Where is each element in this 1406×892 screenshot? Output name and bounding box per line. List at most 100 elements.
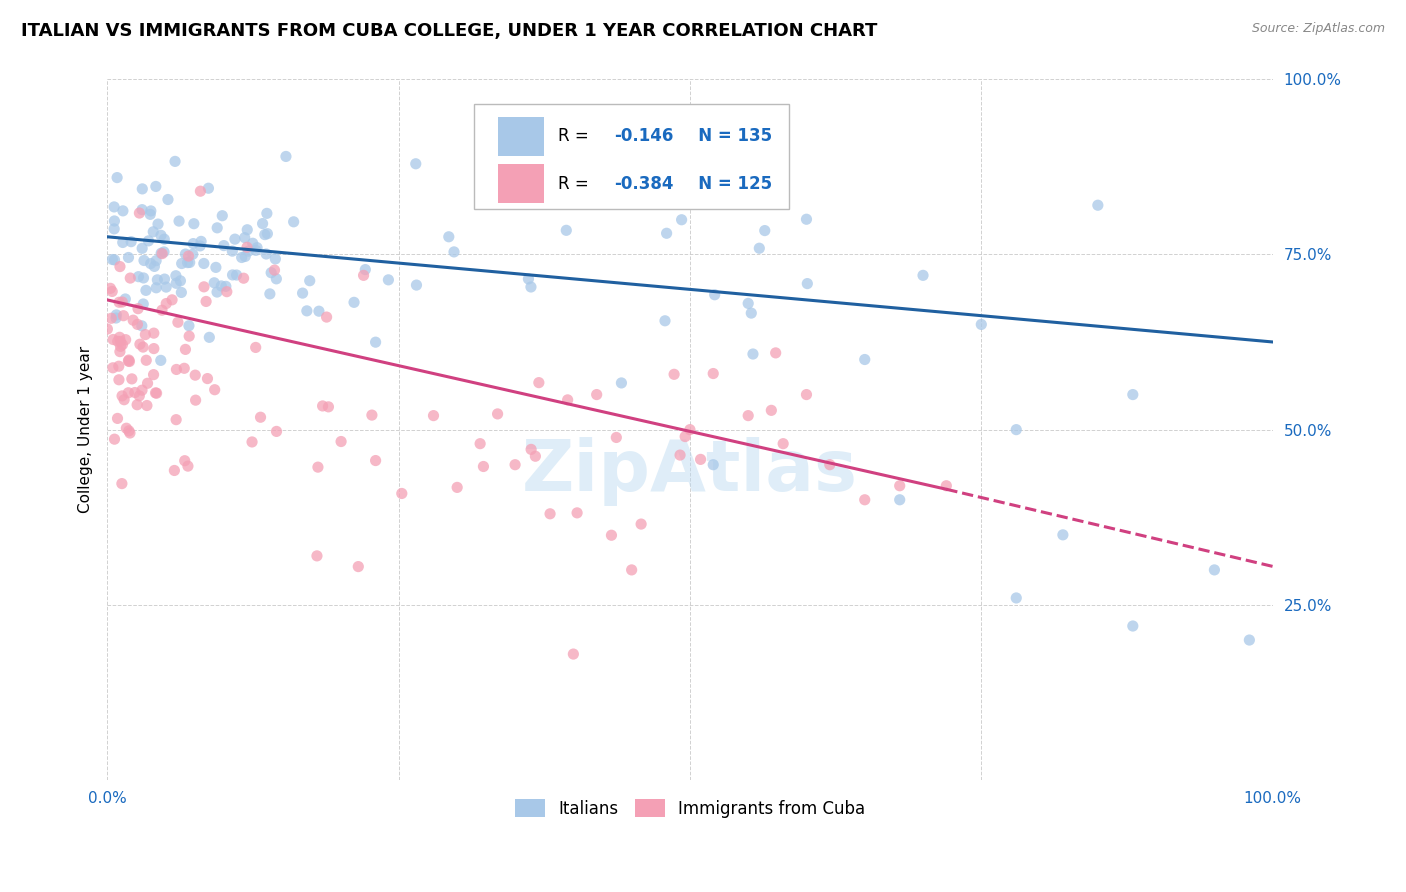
Point [184,393,207,408]
Point [240,434,263,449]
Point [796,387,818,401]
Point [1087,198,1109,212]
Point [209,279,232,293]
Point [127,398,149,412]
Point [565,506,588,520]
Point [120,271,142,285]
Point [132,340,155,354]
Legend: Italians, Immigrants from Cuba: Italians, Immigrants from Cuba [508,793,872,824]
Point [128,206,150,220]
Point [117,354,139,368]
Point [737,296,759,310]
Point [142,342,165,356]
Point [139,257,162,271]
Point [153,272,176,286]
Point [527,376,550,390]
Point [221,268,243,282]
Point [110,334,132,349]
Point [256,206,278,220]
Point [153,244,176,259]
Point [283,215,305,229]
Point [204,383,226,397]
Point [193,280,215,294]
Point [170,256,193,270]
Point [740,306,762,320]
Point [135,284,157,298]
Point [377,273,399,287]
Point [103,432,125,446]
Point [259,286,281,301]
Point [524,449,547,463]
Point [103,214,125,228]
Point [236,240,259,254]
Point [104,311,127,326]
Point [156,193,179,207]
Point [165,154,187,169]
Point [198,330,221,344]
Point [224,232,246,246]
Point [112,309,135,323]
Point [155,296,177,310]
Point [742,347,765,361]
Point [149,353,172,368]
Point [318,400,340,414]
Point [183,217,205,231]
Point [233,230,256,244]
Text: ZipAtlas: ZipAtlas [522,437,858,507]
Point [205,285,228,299]
Point [266,272,288,286]
Point [145,386,167,401]
Point [520,280,543,294]
Point [103,252,125,267]
Point [155,280,177,294]
Point [232,271,254,285]
Point [145,385,167,400]
Point [703,287,725,301]
Point [221,244,243,259]
Point [242,236,264,251]
Point [181,236,204,251]
Point [135,353,157,368]
Point [101,252,124,267]
Point [108,330,131,344]
Point [100,281,122,295]
Point [118,424,141,438]
Bar [498,117,544,156]
Bar [498,164,544,202]
Point [266,425,288,439]
Point [165,268,187,283]
Point [111,476,134,491]
Point [679,423,702,437]
Point [127,318,149,332]
Point [101,333,124,347]
Point [1122,387,1144,401]
Point [761,403,783,417]
Point [468,436,491,450]
Point [405,278,427,293]
Point [108,373,131,387]
Point [298,274,321,288]
Point [165,277,187,291]
Point [146,273,169,287]
Point [1052,528,1074,542]
Point [654,314,676,328]
Point [361,408,384,422]
Point [853,352,876,367]
Point [562,647,585,661]
Point [1005,423,1028,437]
Point [132,271,155,285]
Point [163,463,186,477]
Point [107,411,129,425]
Point [671,212,693,227]
Point [173,453,195,467]
Point [472,459,495,474]
Point [142,225,165,239]
Point [132,253,155,268]
Point [150,303,173,318]
Point [173,361,195,376]
Point [121,372,143,386]
Point [165,362,187,376]
Point [609,107,631,121]
Point [167,214,190,228]
Point [252,217,274,231]
